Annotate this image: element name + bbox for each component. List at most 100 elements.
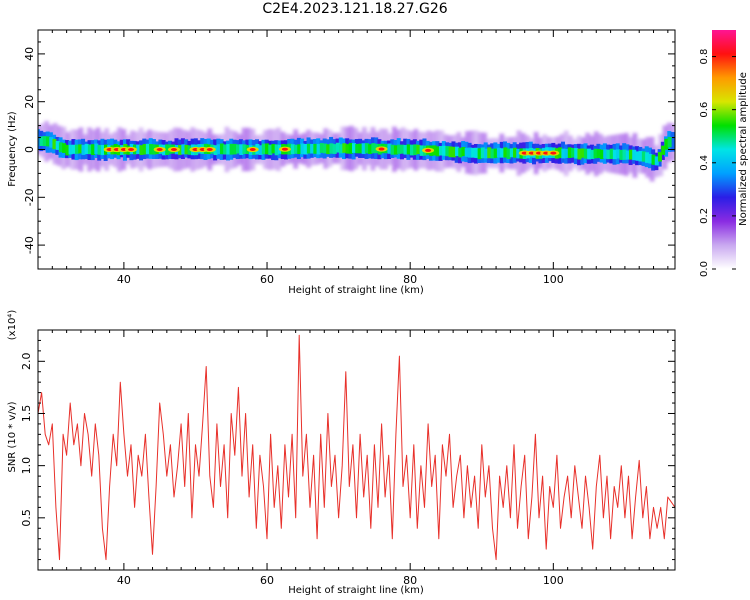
spectrogram-cell	[294, 144, 299, 154]
snr-y-scale-label: (x10⁴)	[7, 310, 18, 341]
spectrogram-frame	[37, 29, 676, 270]
spectrogram-cell	[46, 136, 51, 147]
snr-x-tick-label: 60	[260, 574, 274, 587]
spectrogram-cell	[564, 148, 569, 158]
spectrogram-cell	[625, 150, 630, 160]
spectrogram-cell	[467, 147, 472, 158]
spectrogram-cell	[397, 144, 402, 154]
spectrogram-cell	[219, 143, 224, 155]
spectrogram-cell	[419, 145, 424, 156]
spectrogram-cell	[313, 143, 318, 154]
colorbar-tick-label: 0.2	[699, 208, 710, 224]
spectrogram-cell	[97, 144, 102, 155]
spectrogram-cell	[458, 147, 463, 158]
spectrogram-cell	[432, 145, 437, 156]
spectrogram-cell	[232, 143, 237, 155]
spectrogram-cell	[258, 145, 263, 155]
spectrogram-cell	[271, 143, 276, 154]
snr-ticks: 40 60 80 100 0.5 1.0 1.5 2.0	[20, 329, 675, 587]
spectrogram-cell	[274, 144, 279, 156]
spectrogram-cell	[635, 151, 640, 161]
spectrogram-cell	[599, 149, 604, 159]
spectrogram-cell	[290, 144, 295, 155]
spectrogram-cell	[100, 144, 105, 156]
spectrogram-cell	[165, 144, 170, 156]
spectrogram-cell	[455, 146, 460, 156]
spectrogram-cell	[178, 144, 183, 155]
spectrogram-cell	[136, 144, 141, 155]
snr-y-tick-label: 1.0	[20, 457, 33, 475]
snr-frame	[37, 329, 676, 571]
colorbar-tick-label: 0.4	[699, 155, 710, 171]
spectrogram-cell	[461, 147, 466, 157]
spectrogram-cell	[628, 149, 633, 160]
spectrogram-cell	[516, 148, 521, 159]
spectrogram-cell	[587, 148, 592, 160]
spectrogram-cell	[332, 144, 337, 154]
snr-x-axis-label: Height of straight line (km)	[288, 585, 424, 596]
spectrogram-cell	[181, 144, 186, 155]
spectrogram-cell	[268, 144, 273, 156]
spectrogram-hotspot	[378, 147, 385, 151]
spectrogram-cell	[561, 148, 566, 159]
spectrogram-cell	[216, 144, 221, 155]
colorbar-tick-label: 0.6	[699, 102, 710, 118]
spectrogram-cell	[648, 153, 653, 164]
spectrogram-cell	[606, 149, 611, 160]
spectrogram-cell	[49, 137, 54, 148]
spectrogram-hotspot	[128, 148, 135, 151]
spectrogram-cell	[310, 143, 315, 154]
spectrogram-cell	[619, 149, 624, 160]
spectrogram-cell	[390, 144, 395, 155]
spectrogram-x-tick-label: 60	[260, 273, 274, 286]
spectrogram-cell	[500, 148, 505, 158]
spectrogram-cell	[661, 145, 666, 155]
spectrogram-cell	[42, 136, 47, 147]
spectrogram-cell	[654, 156, 659, 166]
spectrogram-cell	[387, 143, 392, 154]
spectrogram-cell	[583, 148, 588, 159]
spectrogram-cell	[339, 144, 344, 154]
spectrogram-cell	[435, 146, 440, 157]
snr-x-tick-label: 100	[543, 574, 564, 587]
spectrogram-cell	[139, 145, 144, 155]
spectrogram-cell	[645, 152, 650, 163]
spectrogram-cell	[75, 144, 80, 154]
spectrogram-hotspot	[550, 151, 557, 155]
colorbar-ticks: 0.0 0.2 0.4 0.6 0.8	[699, 49, 736, 277]
spectrogram-cell	[358, 143, 363, 154]
spectrogram-cell	[319, 143, 324, 153]
snr-y-tick-label: 0.5	[20, 509, 33, 527]
spectrogram-cell	[487, 147, 492, 159]
spectrogram-cell	[300, 143, 305, 155]
spectrogram-cell	[493, 148, 498, 158]
spectrogram-cell	[442, 145, 447, 156]
spectrogram-hotspot	[281, 147, 288, 151]
spectrogram-cell	[229, 143, 234, 155]
spectrogram-cell	[342, 143, 347, 153]
spectrogram-cell	[94, 143, 99, 155]
spectrogram-panel: 40 60 80 100 -40 -20 0 20 40 Height of straight …	[7, 29, 676, 296]
snr-y-tick-label: 2.0	[20, 353, 33, 371]
spectrogram-cell	[55, 140, 60, 150]
spectrogram-cell	[651, 154, 656, 165]
spectrogram-cell	[574, 148, 579, 159]
spectrogram-cell	[223, 144, 228, 155]
snr-series-line	[38, 334, 675, 561]
spectrogram-cell	[577, 148, 582, 160]
spectrogram-x-tick-label: 100	[543, 273, 564, 286]
spectrogram-cell	[329, 143, 334, 154]
spectrogram-cell	[239, 144, 244, 156]
spectrogram-x-axis-label: Height of straight line (km)	[288, 285, 424, 296]
spectrogram-cell	[393, 145, 398, 155]
spectrogram-cell	[558, 147, 563, 159]
spectrogram-cell	[596, 149, 601, 159]
spectrogram-cell	[406, 144, 411, 155]
spectrogram-cell	[149, 144, 154, 155]
spectrogram-cell	[78, 144, 83, 154]
spectrogram-cell	[68, 144, 73, 155]
spectrogram-cell	[477, 148, 482, 160]
spectrogram-hotspot	[425, 148, 432, 152]
